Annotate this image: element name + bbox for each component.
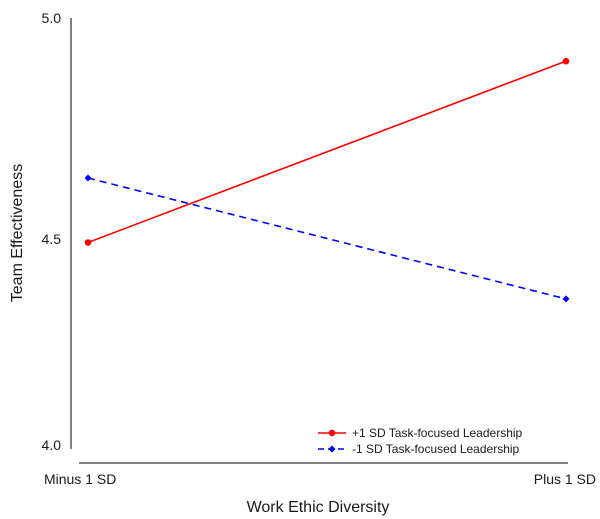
data-point xyxy=(84,174,92,182)
x-tick-label: Plus 1 SD xyxy=(534,471,596,487)
y-tick-label: 5.0 xyxy=(42,10,62,26)
legend-marker-plus-1sd xyxy=(328,429,336,437)
data-point xyxy=(562,295,570,303)
series-line xyxy=(87,177,567,300)
series-plus-1sd xyxy=(84,57,570,246)
y-tick-label: 4.5 xyxy=(42,231,62,247)
legend-label-minus-1sd: -1 SD Task-focused Leadership xyxy=(352,442,520,456)
y-axis-title: Team Effectiveness xyxy=(9,164,26,302)
x-tick-label: Minus 1 SD xyxy=(44,471,116,487)
legend-marker-minus-1sd xyxy=(328,445,336,453)
x-axis-title: Work Ethic Diversity xyxy=(247,499,390,516)
series-minus-1sd xyxy=(84,174,570,303)
y-tick-label: 4.0 xyxy=(42,437,62,453)
legend-label-plus-1sd: +1 SD Task-focused Leadership xyxy=(352,426,523,440)
data-point xyxy=(84,239,92,246)
legend: +1 SD Task-focused Leadership -1 SD Task… xyxy=(318,426,523,456)
data-point xyxy=(562,57,570,65)
series-line xyxy=(87,60,567,244)
